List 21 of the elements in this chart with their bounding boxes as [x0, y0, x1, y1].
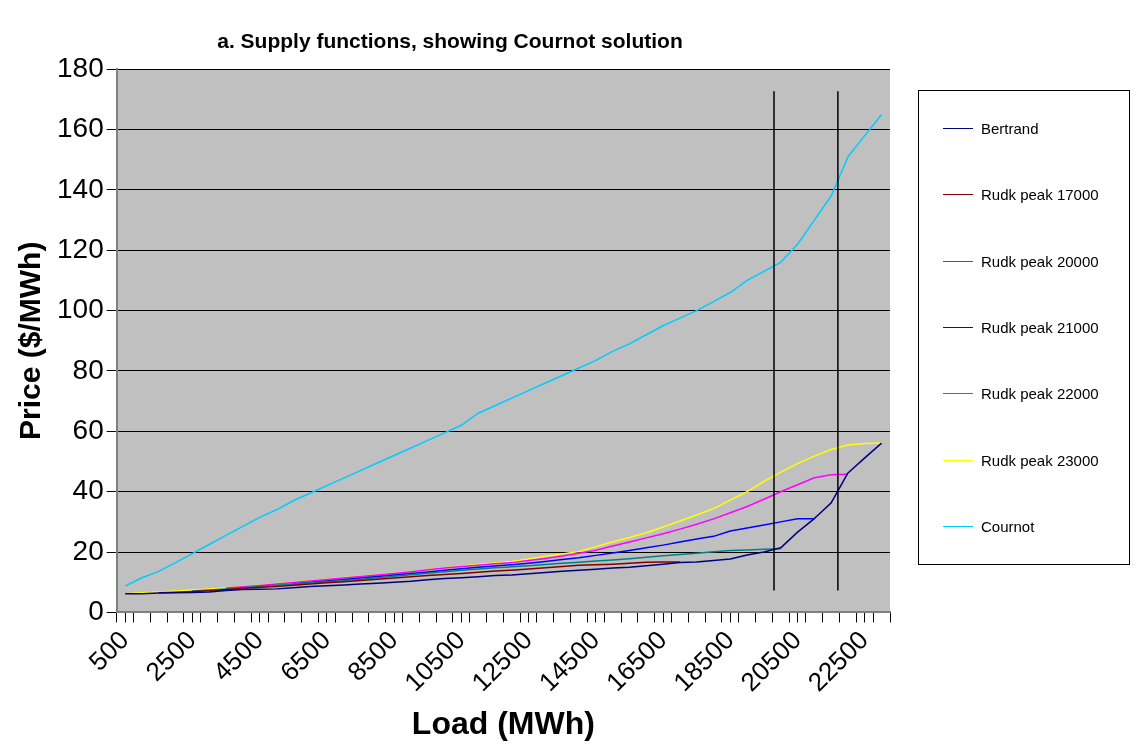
y-tick-label: 60	[72, 414, 104, 446]
y-tick-label: 80	[72, 353, 104, 385]
y-tick-label: 140	[57, 172, 104, 204]
y-tick-label: 100	[57, 293, 104, 325]
y-tick-label: 0	[88, 595, 104, 627]
x-axis-title: Load (MWh)	[411, 704, 595, 741]
legend-label: Rudk peak 17000	[981, 186, 1099, 204]
legend-label: Rudk peak 22000	[981, 385, 1099, 403]
legend-label: Bertrand	[981, 119, 1039, 137]
legend-label: Rudk peak 20000	[981, 252, 1099, 270]
legend-label: Rudk peak 23000	[981, 451, 1099, 469]
legend-label: Cournot	[981, 518, 1035, 536]
y-tick-label: 180	[57, 51, 104, 83]
y-tick-label: 20	[72, 534, 104, 566]
legend-label: Rudk peak 21000	[981, 318, 1099, 336]
y-tick-label: 40	[72, 474, 104, 506]
x-tick-label: 500	[82, 624, 135, 677]
chart-title: a. Supply functions, showing Cournot solution	[217, 29, 683, 53]
y-axis-title: Price ($/MWh)	[13, 241, 47, 440]
y-tick-label: 160	[57, 112, 104, 144]
y-tick-label: 120	[57, 232, 104, 264]
